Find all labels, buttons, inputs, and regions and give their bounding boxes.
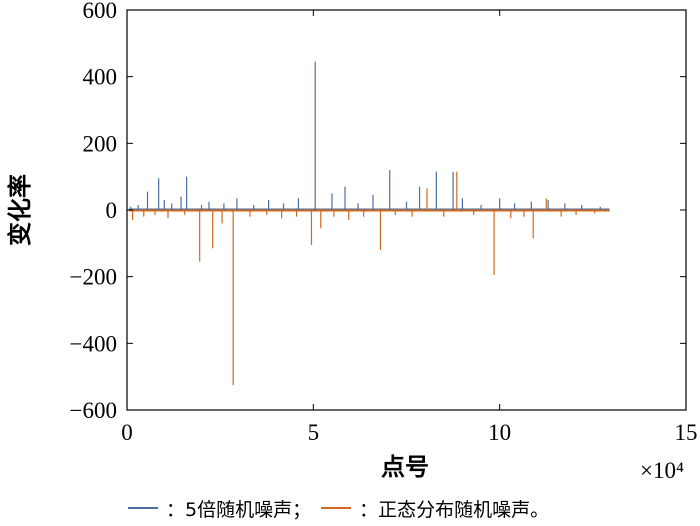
- y-tick-label: −600: [70, 398, 117, 423]
- series-1: [130, 61, 601, 210]
- y-axis-label: 变化率: [6, 174, 34, 246]
- y-tick-label: 400: [83, 65, 118, 90]
- legend: ：5倍随机噪声； ：正态分布随机噪声。: [128, 494, 559, 522]
- legend-label-series1: ：5倍随机噪声；: [166, 498, 312, 521]
- series-2: [131, 171, 596, 385]
- y-tick-label: 200: [83, 131, 118, 156]
- legend-entry-series1: ：5倍随机噪声；: [128, 495, 311, 522]
- legend-swatch-series2: [321, 507, 352, 509]
- y-tick-label: 600: [83, 0, 118, 23]
- x-axis-multiplier: ×10⁴: [640, 458, 684, 483]
- legend-swatch-series1: [128, 507, 158, 509]
- x-tick-label: 5: [308, 420, 320, 445]
- x-tick-label: 0: [121, 420, 133, 445]
- x-tick-label: 10: [488, 420, 511, 445]
- y-tick-label: 0: [106, 198, 118, 223]
- y-tick-label: −400: [70, 331, 117, 356]
- y-tick-label: −200: [70, 265, 117, 290]
- x-tick-label: 15: [675, 420, 698, 445]
- legend-entry-series2: ：正态分布随机噪声。: [321, 495, 549, 522]
- x-axis-label: 点号: [381, 453, 429, 481]
- legend-label-series2: ：正态分布随机噪声。: [359, 498, 550, 521]
